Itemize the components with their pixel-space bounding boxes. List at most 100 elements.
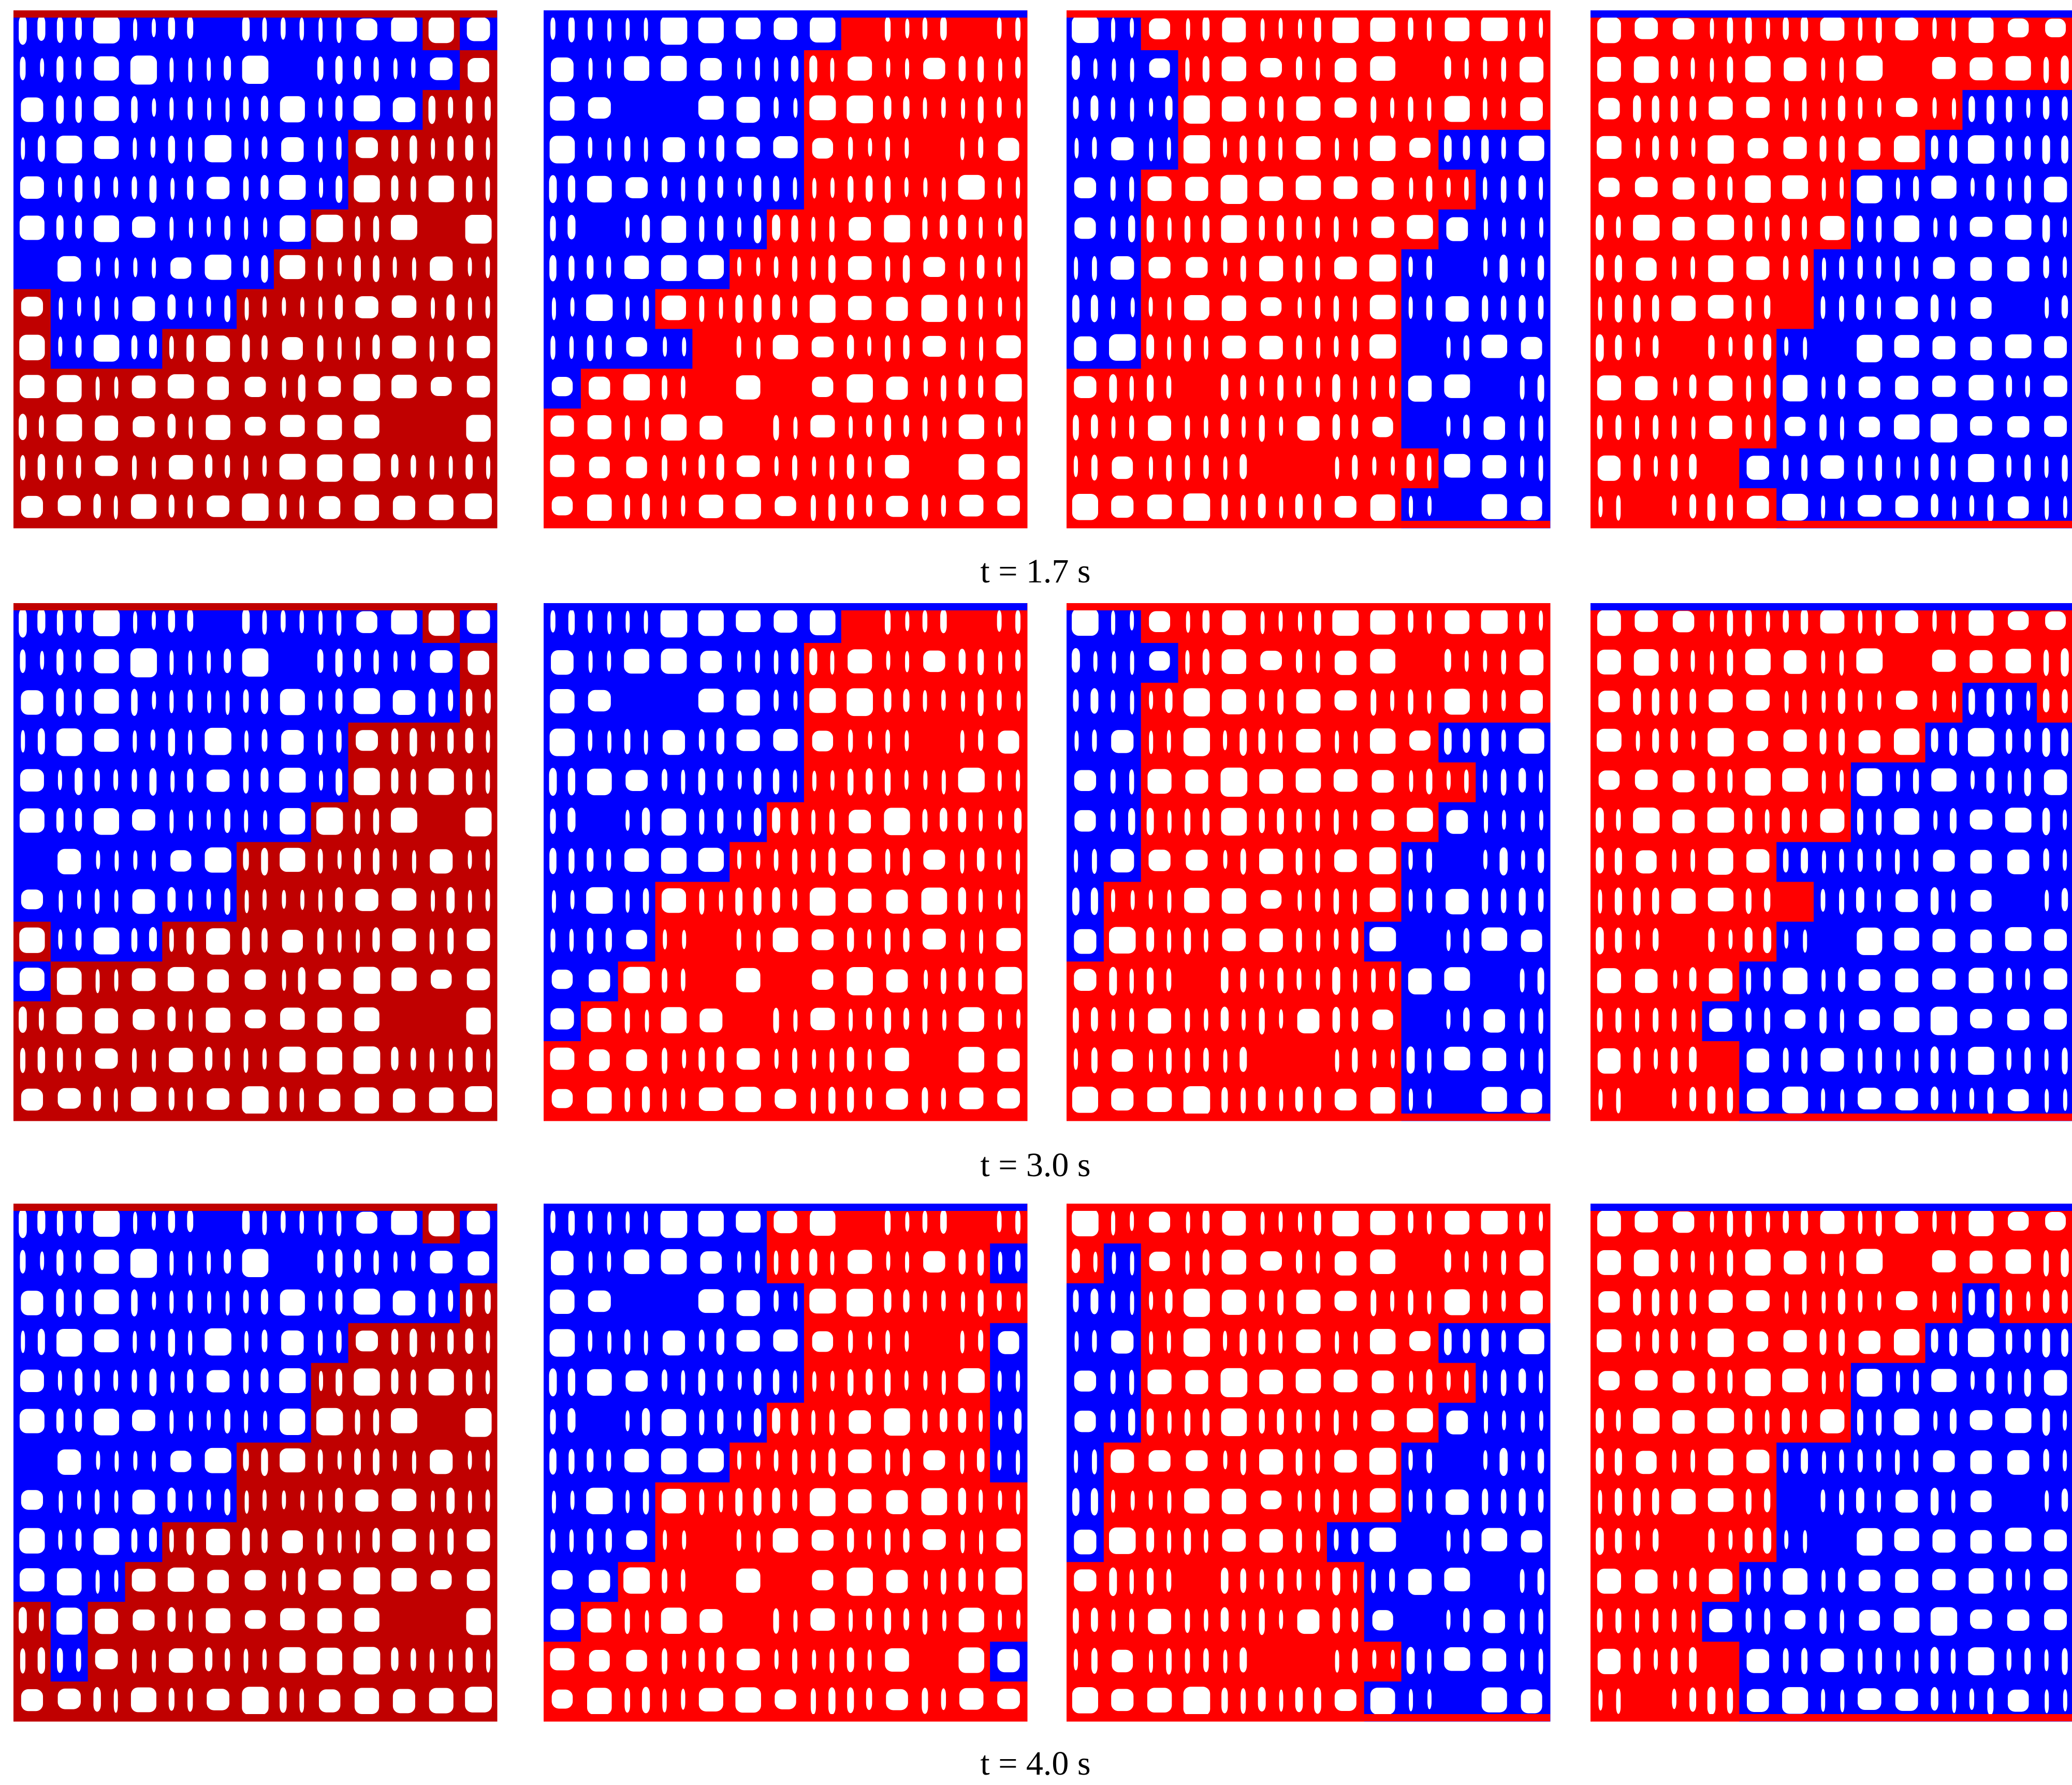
pore <box>1970 1609 1992 1629</box>
pore <box>167 1607 176 1632</box>
pore <box>281 729 304 755</box>
network-cell <box>125 329 163 369</box>
pore <box>1858 1330 1880 1354</box>
pore <box>57 1688 81 1709</box>
network-cell <box>422 1001 460 1042</box>
pore <box>1596 214 1604 240</box>
pore <box>244 417 266 436</box>
pore <box>317 1007 342 1033</box>
pore <box>588 57 593 80</box>
pore <box>337 1450 342 1470</box>
pore <box>1352 889 1357 915</box>
pore <box>1296 1249 1303 1274</box>
network-cell <box>729 209 767 250</box>
pore <box>624 1329 631 1355</box>
pore <box>1859 1610 1880 1631</box>
pore <box>1483 850 1487 870</box>
pore <box>1932 57 1956 79</box>
pore <box>1896 1291 1918 1310</box>
pore <box>37 135 45 162</box>
pore <box>1744 1527 1753 1554</box>
pore <box>19 1607 27 1634</box>
network-cell <box>767 762 805 803</box>
pore <box>885 1449 891 1475</box>
pore <box>793 1610 798 1633</box>
pore <box>1220 1006 1229 1032</box>
pore <box>1746 1450 1770 1473</box>
pore <box>809 1289 836 1314</box>
pore <box>1481 334 1508 358</box>
network-cell <box>2000 1363 2037 1403</box>
network-cell <box>1364 1642 1402 1682</box>
pore <box>77 889 81 910</box>
pore <box>391 1209 417 1235</box>
network-cell <box>1252 1402 1290 1443</box>
pore <box>1091 414 1098 439</box>
network-cell <box>1739 369 1777 409</box>
network-cell <box>915 1562 953 1602</box>
pore <box>57 1047 63 1073</box>
network-cell <box>915 1283 953 1324</box>
pore <box>567 807 576 832</box>
pore <box>791 648 799 675</box>
pore <box>1801 255 1808 281</box>
pore <box>1970 1530 1992 1554</box>
pore <box>244 969 266 990</box>
pore <box>1519 136 1544 161</box>
pore <box>886 1251 891 1271</box>
pore <box>1931 493 1938 518</box>
network-cell <box>841 329 879 369</box>
pore <box>446 887 455 914</box>
pore <box>131 96 138 123</box>
pore <box>56 16 63 43</box>
pore <box>2008 611 2029 631</box>
pore <box>448 1290 454 1312</box>
pore <box>1093 58 1098 79</box>
network-cell <box>1364 1041 1402 1081</box>
network-cell <box>460 842 498 882</box>
pore <box>848 1250 872 1274</box>
network-cell <box>50 1642 89 1682</box>
pore <box>485 769 490 794</box>
pore <box>466 1529 490 1552</box>
pore <box>1074 929 1097 954</box>
pore <box>1444 56 1451 80</box>
network-cell <box>1252 961 1290 1002</box>
pore <box>169 1410 174 1434</box>
pore <box>317 1047 343 1075</box>
pore <box>1783 1449 1789 1473</box>
pore <box>1635 769 1658 790</box>
network-cell <box>125 1323 163 1364</box>
pore <box>1446 810 1468 834</box>
network-cell <box>311 289 349 329</box>
pore <box>1764 888 1771 912</box>
pore <box>1895 968 1919 992</box>
pore <box>430 256 453 281</box>
pore <box>1708 1328 1734 1357</box>
pore <box>1351 1607 1359 1632</box>
pore <box>391 1368 399 1394</box>
pore <box>1969 216 1993 237</box>
network-cell <box>162 209 200 250</box>
pore <box>113 495 118 520</box>
pore <box>1765 1211 1770 1233</box>
pore <box>318 296 323 320</box>
pore <box>791 55 799 82</box>
pore <box>280 1289 305 1316</box>
pore <box>549 175 557 203</box>
pore <box>1596 334 1604 362</box>
pore <box>1072 608 1099 636</box>
pore <box>1446 217 1468 241</box>
pore <box>94 1329 119 1353</box>
network-cell <box>915 369 953 409</box>
pore <box>662 375 667 400</box>
pore <box>625 889 630 913</box>
pore <box>1784 98 1789 121</box>
pore <box>1483 769 1487 793</box>
pore <box>570 297 575 317</box>
network-cell <box>1438 762 1476 803</box>
pore <box>262 610 267 635</box>
pore <box>94 1249 119 1274</box>
pore <box>207 1291 212 1314</box>
pore <box>1707 1086 1716 1115</box>
